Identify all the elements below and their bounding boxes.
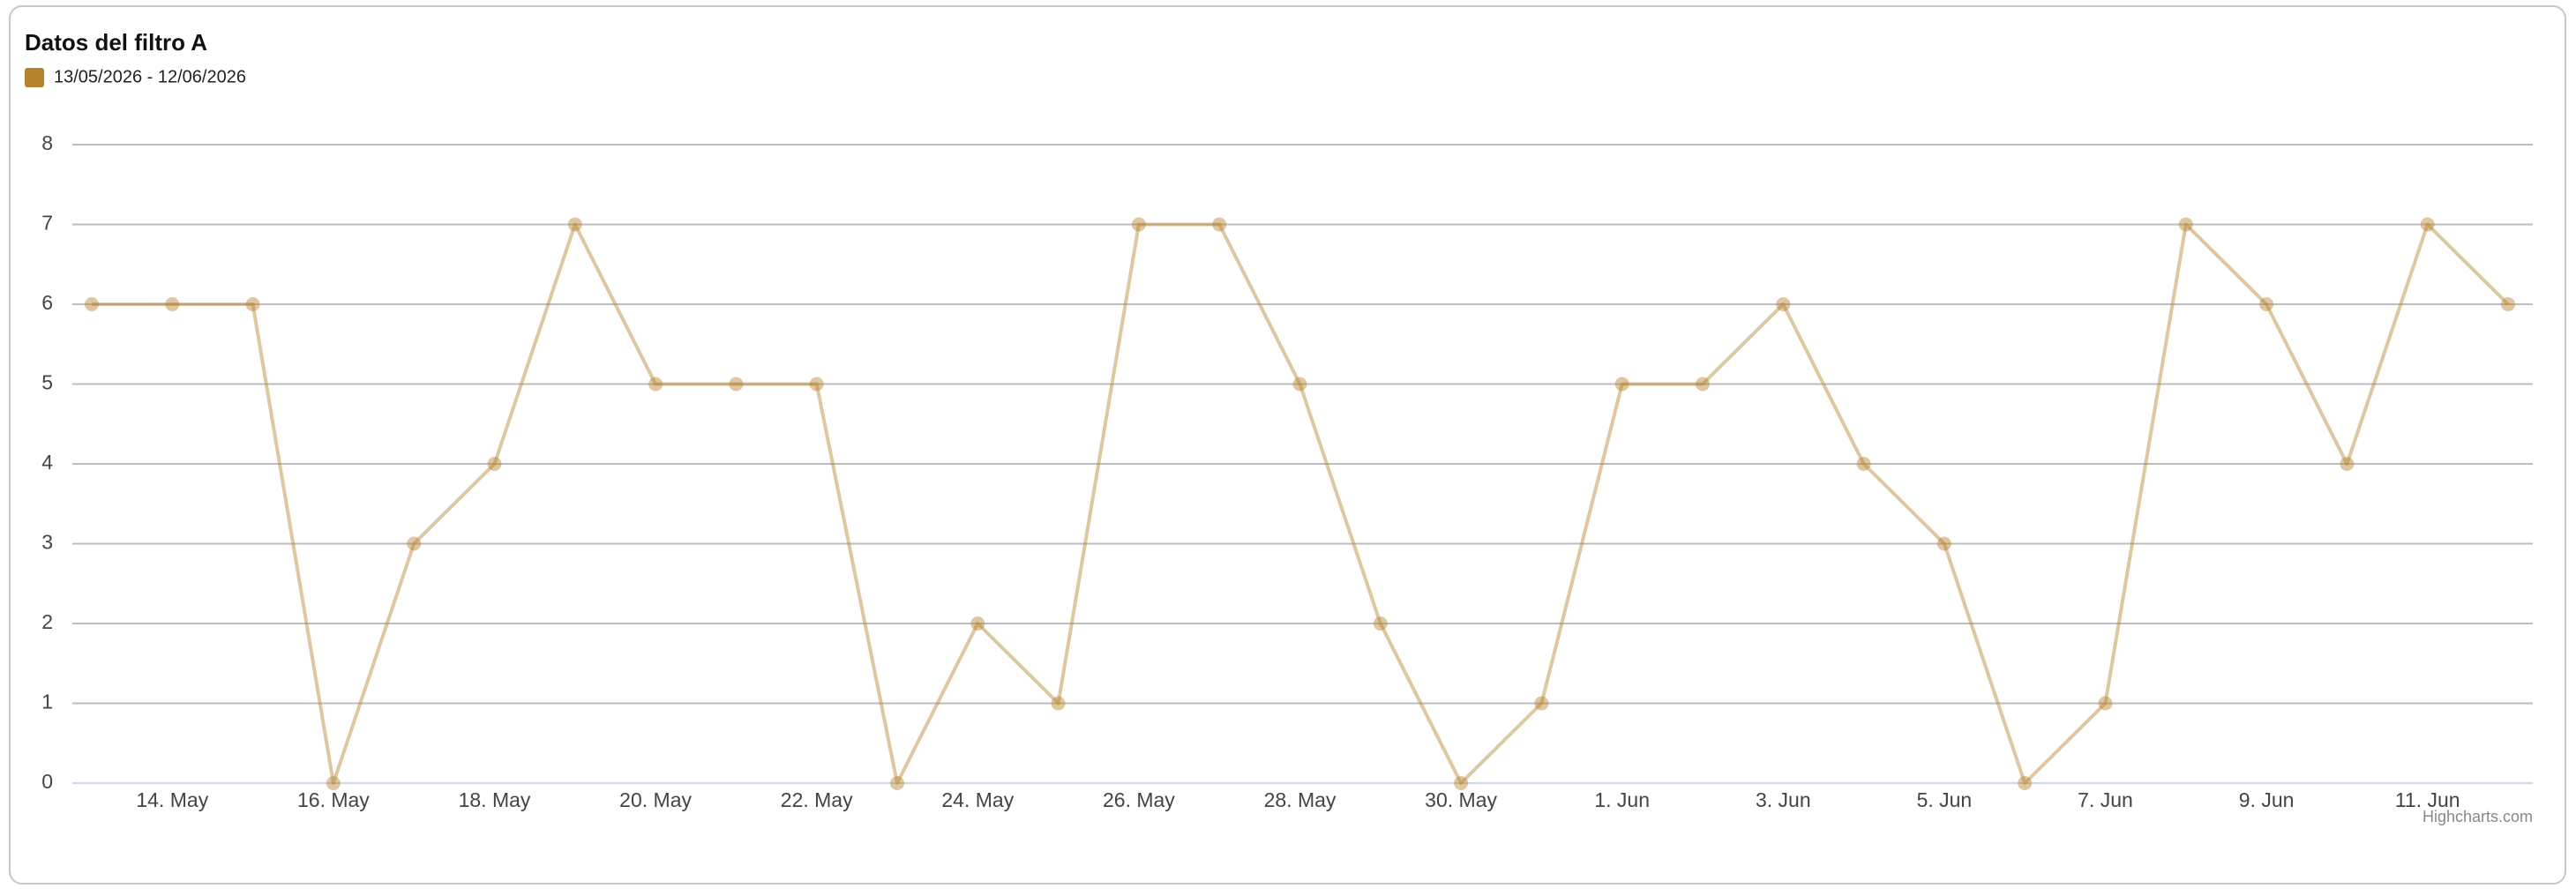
x-tick-label: 18. May — [459, 788, 531, 811]
point — [407, 536, 422, 551]
y-tick-label: 5 — [41, 371, 53, 394]
point — [890, 776, 904, 790]
x-tick-label: 3. Jun — [1756, 788, 1811, 811]
x-tick-label: 20. May — [619, 788, 692, 811]
point — [2501, 297, 2515, 311]
chart-title: Datos del filtro A — [25, 29, 207, 56]
point — [1696, 377, 1710, 392]
point — [2018, 776, 2033, 790]
point — [2420, 217, 2435, 232]
x-tick-label: 7. Jun — [2078, 788, 2133, 811]
y-tick-label: 3 — [41, 531, 53, 554]
y-tick-label: 6 — [41, 291, 53, 314]
y-tick-label: 7 — [41, 212, 53, 235]
point — [326, 776, 341, 790]
x-tick-label: 24. May — [941, 788, 1014, 811]
point — [2178, 217, 2193, 232]
point — [1614, 377, 1629, 392]
legend-swatch — [25, 68, 44, 87]
point — [648, 377, 663, 392]
point — [1373, 616, 1388, 631]
point — [165, 297, 180, 311]
point — [2340, 457, 2355, 471]
credits[interactable]: Highcharts.com — [2422, 808, 2533, 825]
x-tick-label: 22. May — [781, 788, 853, 811]
x-tick-label: 28. May — [1264, 788, 1337, 811]
point — [85, 297, 99, 311]
x-tick-label: 5. Jun — [1917, 788, 1973, 811]
point — [809, 377, 824, 392]
x-tick-label: 16. May — [297, 788, 370, 811]
x-tick-label: 14. May — [136, 788, 208, 811]
point — [1292, 377, 1307, 392]
x-tick-label: 26. May — [1103, 788, 1175, 811]
point — [970, 616, 985, 631]
point — [567, 217, 582, 232]
point — [2098, 696, 2113, 711]
legend[interactable]: 13/05/2026 - 12/06/2026 — [25, 67, 246, 87]
point — [245, 297, 260, 311]
x-tick-label: 9. Jun — [2239, 788, 2295, 811]
y-tick-label: 2 — [41, 610, 53, 633]
point — [1856, 457, 1871, 471]
point — [1051, 696, 1066, 711]
point — [2259, 297, 2274, 311]
x-tick-label: 11. Jun — [2395, 788, 2460, 811]
point — [1776, 297, 1791, 311]
x-tick-label: 1. Jun — [1594, 788, 1650, 811]
point — [1534, 696, 1549, 711]
legend-label: 13/05/2026 - 12/06/2026 — [54, 67, 246, 86]
series-line — [92, 222, 2510, 785]
x-tick-label: 30. May — [1425, 788, 1497, 811]
y-tick-label: 0 — [41, 770, 53, 793]
y-tick-label: 4 — [41, 451, 53, 474]
point — [487, 457, 502, 471]
point — [1131, 217, 1146, 232]
point — [1936, 536, 1951, 551]
y-tick-label: 1 — [41, 691, 53, 713]
point — [729, 377, 744, 392]
y-tick-label: 8 — [41, 131, 53, 154]
chart-frame — [9, 5, 2566, 885]
point — [1212, 217, 1227, 232]
point — [1454, 776, 1469, 790]
